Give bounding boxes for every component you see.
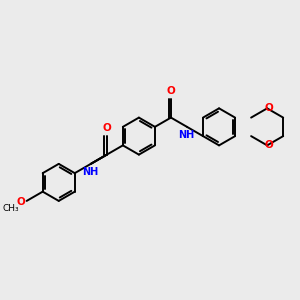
Text: O: O (167, 86, 175, 96)
Text: NH: NH (178, 130, 194, 140)
Text: CH₃: CH₃ (3, 204, 20, 213)
Text: NH: NH (82, 167, 98, 176)
Text: O: O (264, 140, 273, 150)
Text: O: O (103, 124, 111, 134)
Text: O: O (16, 197, 25, 207)
Text: O: O (264, 103, 273, 113)
